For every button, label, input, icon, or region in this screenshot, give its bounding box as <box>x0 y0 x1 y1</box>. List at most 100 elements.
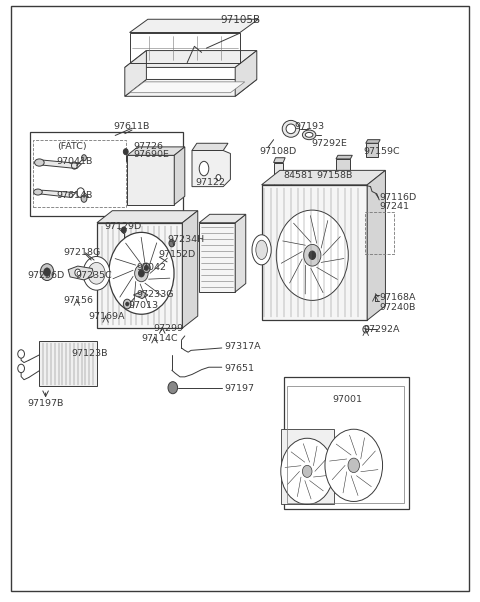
Ellipse shape <box>325 429 383 501</box>
Ellipse shape <box>286 124 296 134</box>
Text: 97611B: 97611B <box>114 122 150 131</box>
Ellipse shape <box>304 244 321 266</box>
Polygon shape <box>97 211 198 223</box>
Text: 84581: 84581 <box>283 171 313 179</box>
Polygon shape <box>274 163 283 193</box>
Text: 97292A: 97292A <box>364 326 400 334</box>
Ellipse shape <box>44 268 50 276</box>
Text: 97156: 97156 <box>64 296 94 305</box>
Ellipse shape <box>123 149 128 155</box>
Bar <box>281 429 334 504</box>
Text: 97041B: 97041B <box>57 157 93 166</box>
Bar <box>33 140 126 207</box>
Polygon shape <box>192 150 230 187</box>
Text: 97218G: 97218G <box>64 248 101 256</box>
Polygon shape <box>125 51 257 67</box>
Text: 97241: 97241 <box>379 202 409 211</box>
Polygon shape <box>130 82 245 93</box>
Text: 97726: 97726 <box>133 143 163 151</box>
Ellipse shape <box>309 251 316 259</box>
Text: 97152D: 97152D <box>158 250 196 259</box>
Polygon shape <box>127 155 174 205</box>
Ellipse shape <box>276 210 348 300</box>
Bar <box>97 223 182 328</box>
Text: 97158B: 97158B <box>317 171 353 179</box>
Text: (FATC): (FATC) <box>57 142 86 150</box>
Bar <box>287 386 404 503</box>
Ellipse shape <box>109 232 174 314</box>
Ellipse shape <box>18 350 24 358</box>
Text: 97193: 97193 <box>294 122 324 131</box>
Polygon shape <box>235 51 257 96</box>
Bar <box>336 159 350 172</box>
Ellipse shape <box>126 302 129 306</box>
Ellipse shape <box>348 458 360 473</box>
Ellipse shape <box>199 161 209 176</box>
Ellipse shape <box>75 269 81 276</box>
Ellipse shape <box>135 265 148 282</box>
Bar <box>30 132 183 216</box>
Text: 97197B: 97197B <box>27 399 64 408</box>
Bar <box>366 143 378 157</box>
Ellipse shape <box>139 270 144 277</box>
Ellipse shape <box>18 364 24 373</box>
Polygon shape <box>235 214 246 292</box>
Ellipse shape <box>302 465 312 477</box>
Ellipse shape <box>81 195 87 202</box>
Text: 97013: 97013 <box>129 301 159 309</box>
Text: 97169A: 97169A <box>89 312 125 320</box>
Ellipse shape <box>302 130 316 140</box>
Polygon shape <box>127 147 185 155</box>
Polygon shape <box>41 160 82 169</box>
Polygon shape <box>367 170 385 320</box>
Ellipse shape <box>168 382 178 394</box>
Polygon shape <box>199 214 246 223</box>
Polygon shape <box>174 147 185 205</box>
Text: 97122: 97122 <box>196 178 226 187</box>
Polygon shape <box>192 143 228 150</box>
Ellipse shape <box>169 240 175 247</box>
Polygon shape <box>336 155 352 159</box>
Bar <box>262 185 367 320</box>
Text: 97690E: 97690E <box>133 150 169 159</box>
Ellipse shape <box>82 155 86 161</box>
Polygon shape <box>125 79 257 96</box>
Ellipse shape <box>281 438 334 504</box>
Text: 97317A: 97317A <box>225 343 261 351</box>
Polygon shape <box>130 19 258 33</box>
Ellipse shape <box>144 265 148 270</box>
Ellipse shape <box>143 263 150 273</box>
Ellipse shape <box>216 175 221 181</box>
Text: 97614B: 97614B <box>57 191 93 199</box>
Bar <box>284 377 409 509</box>
Text: 97001: 97001 <box>333 396 363 404</box>
Text: 97235C: 97235C <box>76 272 113 280</box>
Ellipse shape <box>121 227 126 233</box>
Ellipse shape <box>34 189 42 195</box>
Ellipse shape <box>363 326 369 333</box>
Text: 97651: 97651 <box>225 364 254 373</box>
Text: 97123B: 97123B <box>71 349 108 358</box>
Text: 97042: 97042 <box>137 263 167 272</box>
Text: 97292E: 97292E <box>311 139 347 147</box>
Text: 97114C: 97114C <box>142 334 178 343</box>
Ellipse shape <box>282 120 300 137</box>
Text: 97197: 97197 <box>225 385 254 393</box>
Text: 97108D: 97108D <box>259 147 297 156</box>
Text: 97240B: 97240B <box>379 303 416 311</box>
Polygon shape <box>133 291 148 299</box>
Ellipse shape <box>88 262 105 284</box>
Ellipse shape <box>252 235 271 265</box>
Text: 97233G: 97233G <box>137 290 174 299</box>
Text: 97129D: 97129D <box>105 223 142 231</box>
Ellipse shape <box>40 264 54 281</box>
Text: 97256D: 97256D <box>27 272 65 280</box>
Text: 97116D: 97116D <box>379 193 417 202</box>
Polygon shape <box>274 158 285 163</box>
Ellipse shape <box>305 132 313 137</box>
Text: 97105B: 97105B <box>220 15 260 25</box>
Text: 97299: 97299 <box>154 324 183 332</box>
Ellipse shape <box>123 299 131 309</box>
Ellipse shape <box>35 159 44 166</box>
Bar <box>199 223 235 292</box>
